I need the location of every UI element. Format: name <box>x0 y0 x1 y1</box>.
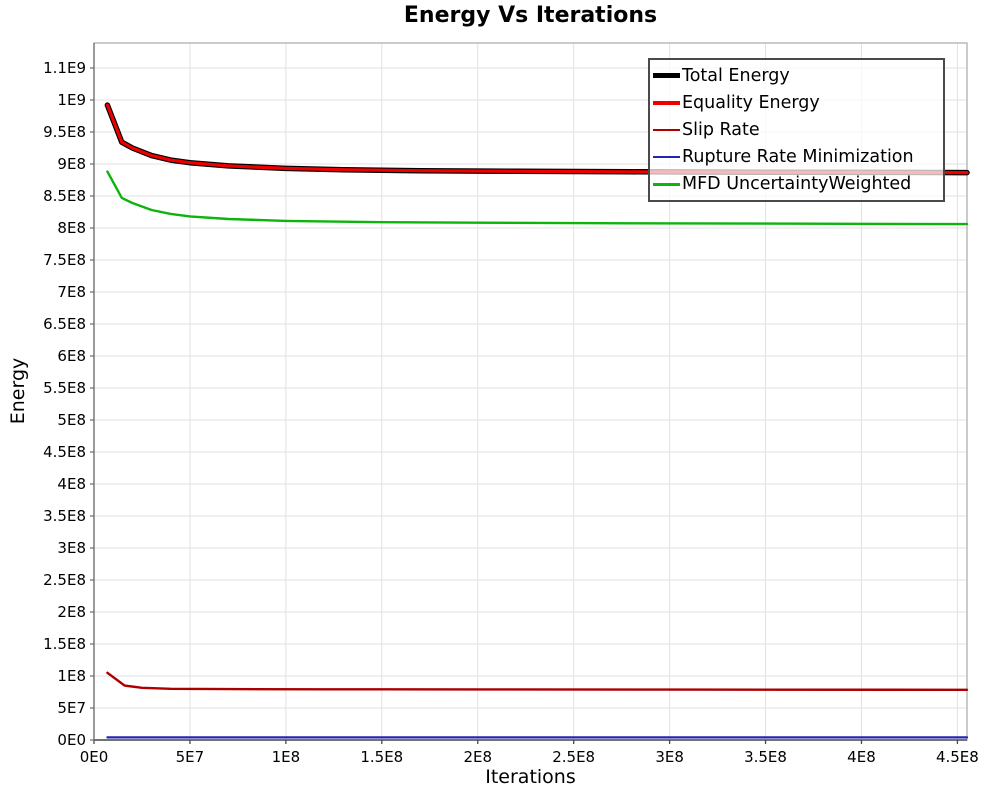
x-tick-label: 1.5E8 <box>360 748 403 766</box>
x-tick-label: 2.5E8 <box>552 748 595 766</box>
x-tick-label: 3E8 <box>655 748 684 766</box>
x-tick-label: 4.5E8 <box>936 748 979 766</box>
legend-item-label: Slip Rate <box>682 119 760 140</box>
legend-item: MFD UncertaintyWeighted <box>653 174 939 194</box>
y-tick-label: 3E8 <box>57 539 86 557</box>
y-tick-label: 1.1E9 <box>43 59 86 77</box>
series-line-slip-rate <box>106 671 969 691</box>
y-tick-label: 7E8 <box>57 283 86 301</box>
y-tick-label: 2.5E8 <box>43 571 86 589</box>
legend-swatch-line <box>653 155 680 159</box>
y-tick-label: 6.5E8 <box>43 315 86 333</box>
y-tick-label: 7.5E8 <box>43 251 86 269</box>
y-tick-label: 1E9 <box>57 91 86 109</box>
y-tick-label: 9E8 <box>57 155 86 173</box>
y-tick-label: 4E8 <box>57 475 86 493</box>
series-line-mfd-uncertaintyweighted <box>106 170 969 226</box>
legend-item-label: Total Energy <box>682 65 790 86</box>
x-tick-label: 1E8 <box>272 748 301 766</box>
x-tick-label: 3.5E8 <box>744 748 787 766</box>
y-axis-title: Energy <box>7 357 29 425</box>
y-tick-label: 5.5E8 <box>43 379 86 397</box>
x-tick-label: 0E0 <box>80 748 109 766</box>
y-tick-label: 1E8 <box>57 667 86 685</box>
x-tick-label: 2E8 <box>463 748 492 766</box>
x-tick-label: 5E7 <box>176 748 205 766</box>
legend-swatch-line <box>653 73 680 79</box>
y-tick-label: 4.5E8 <box>43 443 86 461</box>
legend-item: Rupture Rate Minimization <box>653 147 939 167</box>
legend-swatch-line <box>653 100 680 105</box>
legend-item: Equality Energy <box>653 93 939 113</box>
y-tick-label: 3.5E8 <box>43 507 86 525</box>
legend-item-label: Rupture Rate Minimization <box>682 147 914 168</box>
y-tick-label: 5E8 <box>57 411 86 429</box>
legend-item: Total Energy <box>653 66 939 86</box>
y-tick-label: 8.5E8 <box>43 187 86 205</box>
y-tick-label: 2E8 <box>57 603 86 621</box>
y-tick-label: 0E0 <box>57 731 86 749</box>
legend-swatch-line <box>653 183 680 186</box>
y-tick-label: 1.5E8 <box>43 635 86 653</box>
y-tick-label: 6E8 <box>57 347 86 365</box>
legend-item-label: MFD UncertaintyWeighted <box>682 174 912 195</box>
x-axis-title: Iterations <box>485 766 576 788</box>
chart-title: Energy Vs Iterations <box>403 3 658 28</box>
legend-item: Slip Rate <box>653 120 939 140</box>
legend-item-label: Equality Energy <box>682 92 820 113</box>
y-tick-label: 8E8 <box>57 219 86 237</box>
y-tick-label: 9.5E8 <box>43 123 86 141</box>
x-tick-label: 4E8 <box>847 748 876 766</box>
y-tick-label: 5E7 <box>57 699 86 717</box>
legend: Total Energy Equality Energy Slip Rate Rupt… <box>648 58 945 202</box>
legend-swatch-line <box>653 128 680 132</box>
